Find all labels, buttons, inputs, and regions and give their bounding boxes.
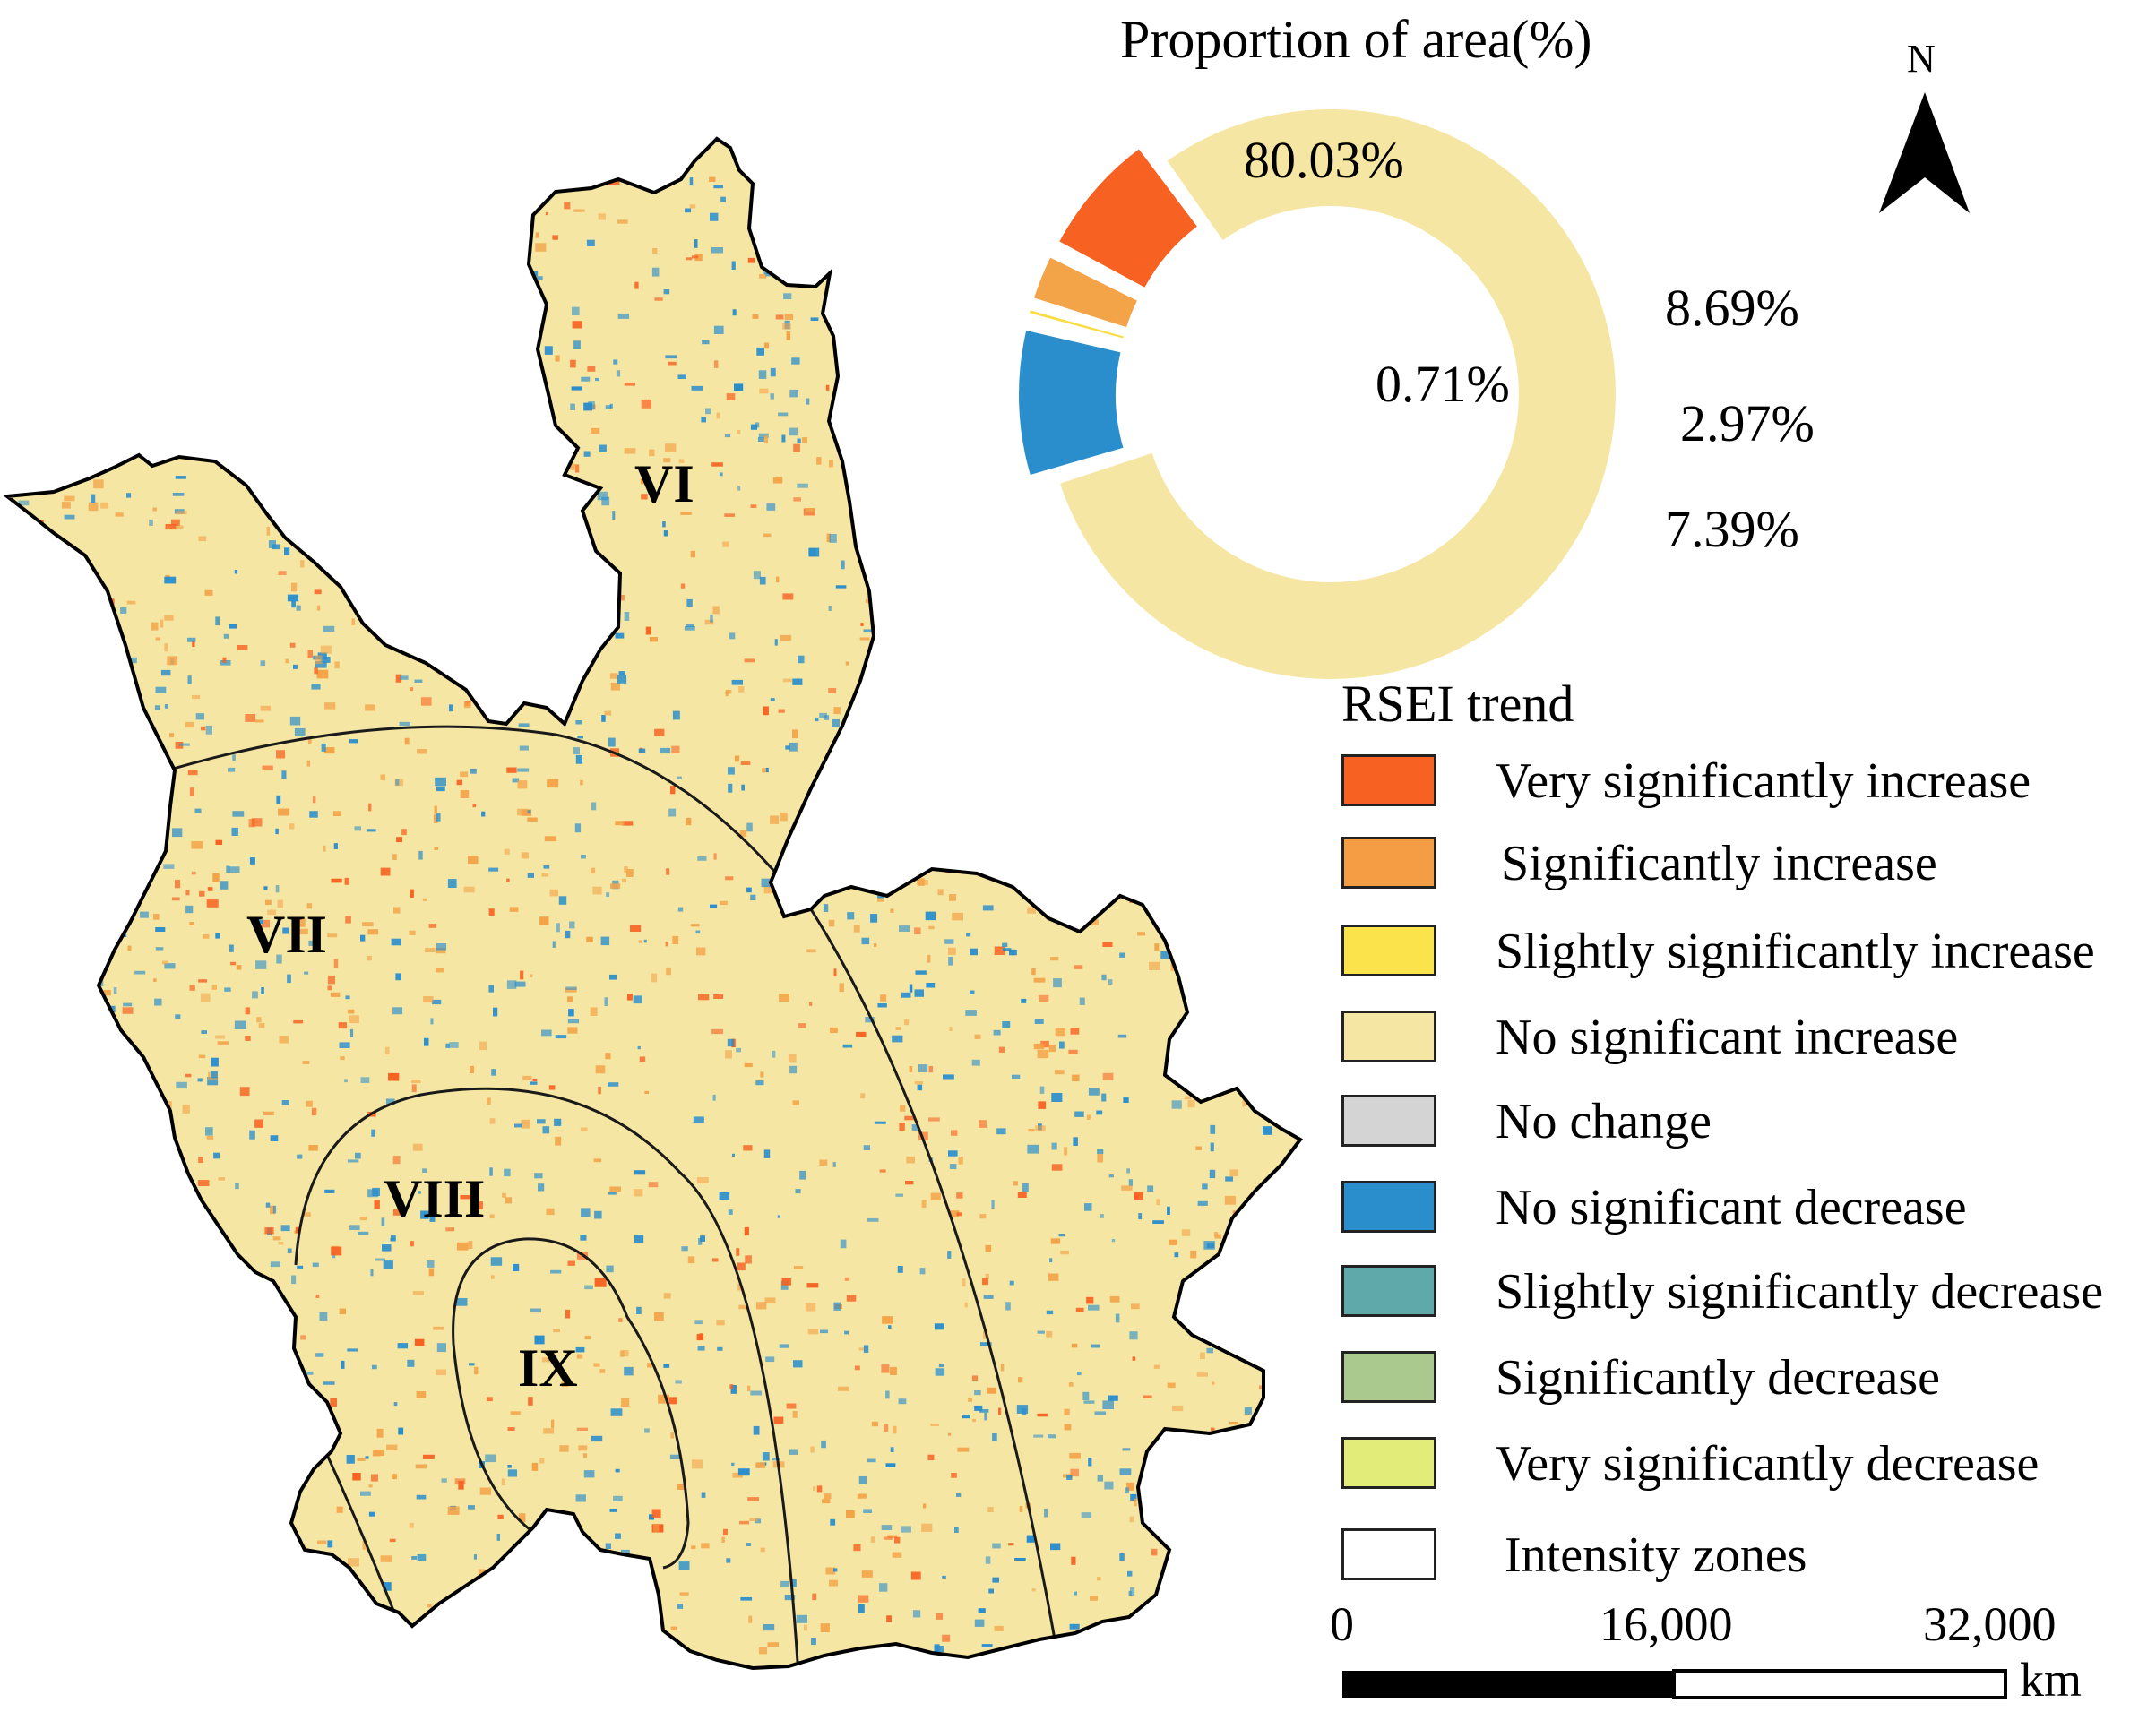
zone-boundary-east bbox=[809, 908, 1061, 1665]
legend-label: No significant decrease bbox=[1496, 1180, 1967, 1235]
donut-chart bbox=[1019, 109, 1616, 679]
donut-segment bbox=[1019, 330, 1124, 476]
north-label: N bbox=[1907, 37, 1936, 81]
zone-boundary-vi-vii bbox=[160, 725, 786, 883]
zone-label-vii: VII bbox=[246, 905, 328, 964]
legend-label: No change bbox=[1496, 1094, 1712, 1149]
scale-tick-32000: 32,000 bbox=[1923, 1597, 2057, 1651]
legend-label: No significant increase bbox=[1496, 1010, 1959, 1065]
donut-segment bbox=[1034, 257, 1137, 328]
donut-segment bbox=[1059, 149, 1197, 288]
legend-swatch bbox=[1341, 1181, 1436, 1233]
pct-label-7-39: 7.39% bbox=[1665, 500, 1799, 558]
legend-label: Intensity zones bbox=[1505, 1527, 1807, 1583]
donut-segment bbox=[1029, 310, 1124, 339]
scale-bar bbox=[1342, 1669, 2007, 1699]
scale-tick-16000: 16,000 bbox=[1600, 1597, 1733, 1651]
legend-label: Slightly significantly increase bbox=[1496, 924, 2095, 979]
legend-swatch bbox=[1341, 1528, 1436, 1580]
legend-item: Intensity zones bbox=[1341, 1527, 2148, 1586]
pct-label-0-71: 0.71% bbox=[1376, 355, 1510, 413]
legend-swatch bbox=[1341, 1095, 1436, 1147]
zone-boundary-ix bbox=[452, 1237, 690, 1570]
legend-label: Very significantly decrease bbox=[1496, 1436, 2040, 1492]
zone-boundary-viii bbox=[294, 1087, 799, 1663]
legend-label: Significantly increase bbox=[1501, 836, 1937, 891]
scale-bar-black-segment bbox=[1342, 1671, 1674, 1698]
legend-swatch bbox=[1341, 1351, 1436, 1403]
study-area-fill bbox=[7, 139, 1300, 1668]
legend-item: Slightly significantly increase bbox=[1341, 924, 2148, 982]
north-arrow-icon bbox=[1879, 92, 1970, 213]
zone-boundary-southwest bbox=[321, 1444, 396, 1613]
study-area-outline bbox=[2, 136, 1303, 1671]
zone-label-vi: VI bbox=[634, 454, 694, 513]
pct-label-8-69: 8.69% bbox=[1665, 279, 1799, 337]
legend-item: No significant decrease bbox=[1341, 1180, 2148, 1238]
zone-label-ix: IX bbox=[518, 1338, 578, 1398]
scale-tick-0: 0 bbox=[1330, 1597, 1354, 1651]
legend-swatch bbox=[1341, 925, 1436, 976]
legend-swatch bbox=[1341, 1011, 1436, 1062]
legend-title: RSEI trend bbox=[1341, 675, 1574, 733]
legend-item: Significantly increase bbox=[1341, 836, 2148, 894]
legend-item: Very significantly increase bbox=[1341, 753, 2148, 812]
north-arrow bbox=[1879, 92, 1970, 213]
legend-swatch bbox=[1341, 754, 1436, 806]
zone-label-viii: VIII bbox=[384, 1169, 486, 1228]
legend-label: Very significantly increase bbox=[1496, 753, 2031, 809]
legend-item: Very significantly decrease bbox=[1341, 1436, 2148, 1494]
donut-title: Proportion of area(%) bbox=[1120, 10, 1592, 69]
pct-label-80: 80.03% bbox=[1244, 131, 1404, 189]
pct-label-2-97: 2.97% bbox=[1680, 394, 1815, 452]
legend-swatch bbox=[1341, 1265, 1436, 1317]
legend-label: Slightly significantly decrease bbox=[1496, 1264, 2104, 1320]
legend-item: Significantly decrease bbox=[1341, 1350, 2148, 1408]
scale-bar-white-segment bbox=[1672, 1669, 2007, 1699]
legend-swatch bbox=[1341, 1437, 1436, 1489]
legend-item: Slightly significantly decrease bbox=[1341, 1264, 2148, 1322]
legend-swatch bbox=[1341, 837, 1436, 889]
donut-segment bbox=[1060, 109, 1616, 679]
scale-unit: km bbox=[2020, 1653, 2083, 1707]
legend-label: Significantly decrease bbox=[1496, 1350, 1941, 1406]
legend-item: No change bbox=[1341, 1094, 2148, 1152]
legend-item: No significant increase bbox=[1341, 1010, 2148, 1068]
